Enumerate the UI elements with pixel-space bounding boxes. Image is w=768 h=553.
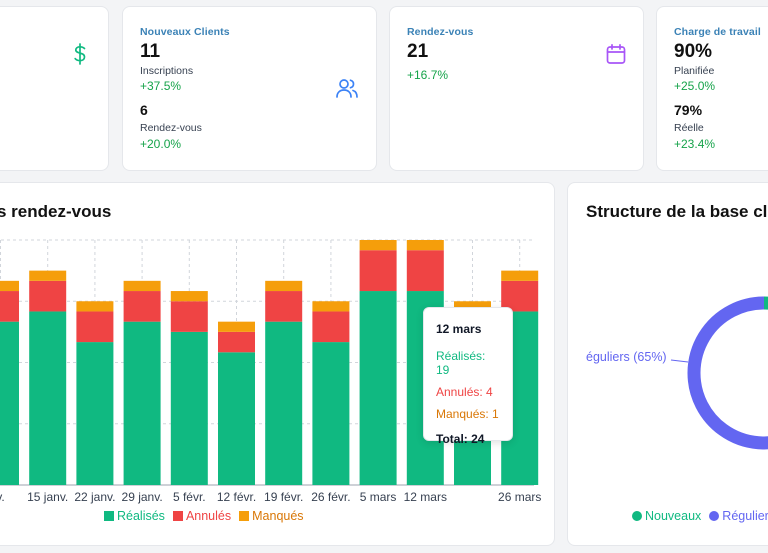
card-title: Charge de travail bbox=[674, 26, 761, 38]
bar-segment-Réalisés[interactable] bbox=[170, 331, 208, 485]
card-title: Nouveaux Clients bbox=[140, 26, 230, 38]
bar-segment-Manqués[interactable] bbox=[218, 321, 255, 332]
x-tick-label: 15 janv. bbox=[27, 490, 68, 504]
bar-segment-Réalisés[interactable] bbox=[312, 342, 350, 485]
x-tick-label: 12 févr. bbox=[217, 490, 256, 504]
calendar-icon bbox=[606, 43, 626, 64]
chart-title: Structure de la base cli bbox=[586, 202, 768, 221]
donut-slice-Réguliers[interactable] bbox=[687, 296, 768, 450]
card-label: Inscriptions bbox=[140, 65, 194, 77]
card-change: +37.5% bbox=[140, 79, 182, 93]
bar-segment-Réalisés[interactable] bbox=[359, 291, 397, 485]
tooltip-annules: Annulés: 4 bbox=[436, 385, 493, 399]
x-tick-label: 5 mars bbox=[360, 490, 397, 504]
new-clients-card: Nouveaux Clients 11 Inscriptions +37.5% … bbox=[122, 6, 377, 171]
bar-segment-Manqués[interactable] bbox=[76, 301, 114, 312]
bar-segment-Manqués[interactable] bbox=[123, 280, 161, 292]
client-base-donut-chart bbox=[670, 296, 768, 450]
tooltip-manques: Manqués: 1 bbox=[436, 407, 499, 421]
x-tick-label: 29 janv. bbox=[122, 490, 163, 504]
card-change: +23.4% bbox=[674, 137, 716, 151]
card-value: 90% bbox=[674, 41, 713, 62]
tooltip-realises: Réalisés: 19 bbox=[436, 349, 486, 377]
workload-card: Charge de travail 90% Planifiée +25.0% 7… bbox=[656, 6, 768, 171]
bar-segment-Manqués[interactable] bbox=[312, 301, 350, 312]
bar-segment-Annulés[interactable] bbox=[123, 291, 161, 322]
x-tick-label: 19 févr. bbox=[264, 490, 303, 504]
card-value: 11 bbox=[140, 41, 161, 62]
bar-segment-Manqués[interactable] bbox=[29, 270, 67, 281]
users-icon bbox=[336, 79, 358, 98]
x-tick-label: 22 janv. bbox=[74, 490, 115, 504]
chart-tooltip: 12 mars Réalisés: 19 Annulés: 4 Manqués:… bbox=[423, 307, 513, 446]
dollar-icon bbox=[74, 43, 86, 65]
bar-segment-Réalisés[interactable] bbox=[76, 342, 114, 485]
legend-item-realises[interactable]: Réalisés bbox=[104, 509, 165, 523]
legend-item-manques[interactable]: Manqués bbox=[239, 509, 304, 523]
card-label: Planifiée bbox=[674, 65, 715, 77]
bar-segment-Manqués[interactable] bbox=[0, 280, 19, 292]
bar-segment-Manqués[interactable] bbox=[501, 270, 539, 281]
bar-segment-Annulés[interactable] bbox=[359, 250, 397, 292]
card-label: Rendez-vous bbox=[140, 122, 202, 134]
card-label: Réelle bbox=[674, 122, 704, 134]
bar-segment-Annulés[interactable] bbox=[312, 311, 350, 343]
bar-segment-Annulés[interactable] bbox=[76, 311, 114, 343]
x-tick-label: v. bbox=[0, 490, 5, 504]
bar-segment-Manqués[interactable] bbox=[454, 301, 491, 312]
card-change: +20.0% bbox=[140, 137, 182, 151]
card-value: 79% bbox=[674, 102, 703, 118]
x-tick-label: 12 mars bbox=[404, 490, 447, 504]
card-change: +25.0% bbox=[674, 79, 716, 93]
card-title: Rendez-vous bbox=[407, 26, 474, 38]
x-tick-label: 26 mars bbox=[498, 490, 541, 504]
bar-segment-Réalisés[interactable] bbox=[29, 311, 67, 485]
bar-segment-Manqués[interactable] bbox=[359, 240, 397, 251]
card-value: 21 bbox=[407, 41, 429, 62]
x-tick-label: 26 févr. bbox=[311, 490, 350, 504]
client-base-structure-card: Structure de la base cli éguliers (65%) … bbox=[567, 182, 768, 546]
bar-segment-Réalisés[interactable] bbox=[123, 321, 161, 485]
bar-segment-Manqués[interactable] bbox=[406, 240, 444, 251]
bar-segment-Annulés[interactable] bbox=[406, 250, 444, 292]
legend-item-nouveaux[interactable]: Nouveaux bbox=[632, 509, 701, 523]
bar-legend: Réalisés Annulés Manqués bbox=[104, 509, 304, 523]
bar-segment-Annulés[interactable] bbox=[218, 331, 255, 353]
chart-title: s rendez-vous bbox=[0, 202, 112, 221]
bar-segment-Réalisés[interactable] bbox=[218, 352, 255, 485]
bar-segment-Annulés[interactable] bbox=[0, 291, 19, 322]
tooltip-date: 12 mars bbox=[436, 322, 482, 336]
bar-segment-Manqués[interactable] bbox=[170, 291, 208, 302]
bar-segment-Réalisés[interactable] bbox=[265, 321, 303, 485]
tooltip-total: Total: 24 bbox=[436, 432, 485, 446]
bar-segment-Manqués[interactable] bbox=[265, 280, 303, 292]
card-change: +16.7% bbox=[407, 68, 449, 82]
x-tick-label: 5 févr. bbox=[173, 490, 206, 504]
legend-item-annules[interactable]: Annulés bbox=[172, 509, 231, 523]
revenue-card bbox=[0, 6, 109, 171]
pie-slice-label: éguliers (65%) bbox=[586, 350, 667, 364]
bar-segment-Réalisés[interactable] bbox=[0, 321, 19, 485]
donut-slice-Nouveaux[interactable] bbox=[763, 296, 768, 414]
bar-segment-Annulés[interactable] bbox=[170, 301, 208, 332]
bar-segment-Annulés[interactable] bbox=[501, 280, 539, 312]
appointments-card: Rendez-vous 21 +16.7% bbox=[389, 6, 644, 171]
appointments-chart-card: s rendez-vous v. 15 janv. 22 janv. 29 janv.… bbox=[0, 182, 555, 546]
bar-segment-Annulés[interactable] bbox=[29, 280, 67, 312]
appointments-bar-chart: v. 15 janv. 22 janv. 29 janv. 5 févr. 12 févr… bbox=[0, 239, 541, 504]
legend-item-reguliers[interactable]: Réguliers bbox=[709, 509, 768, 523]
slice-label-leader bbox=[670, 359, 689, 363]
pie-legend: Nouveaux Réguliers bbox=[632, 509, 768, 523]
card-value: 6 bbox=[140, 102, 148, 118]
bar-segment-Annulés[interactable] bbox=[265, 291, 303, 322]
